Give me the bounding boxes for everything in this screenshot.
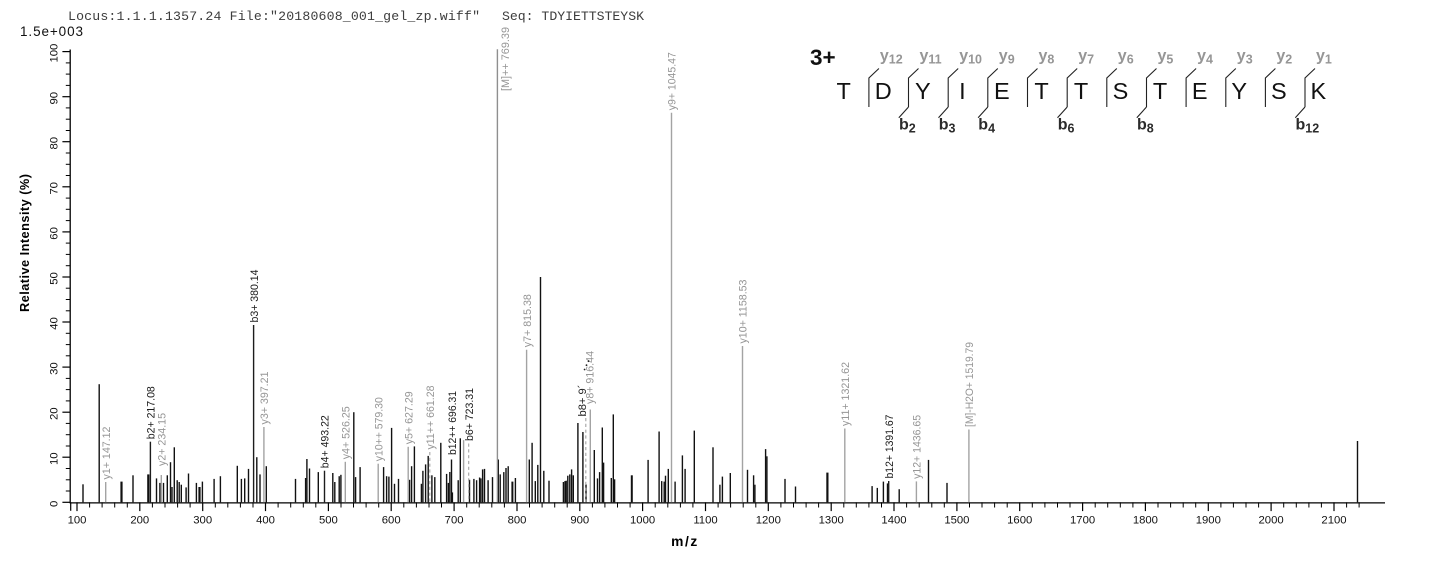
svg-text:y12+ 1436.65: y12+ 1436.65 bbox=[912, 415, 924, 479]
svg-text:1000: 1000 bbox=[630, 515, 655, 527]
svg-text:D: D bbox=[875, 78, 892, 104]
svg-text:800: 800 bbox=[508, 515, 527, 527]
svg-text:Y: Y bbox=[1231, 78, 1247, 104]
svg-text:E: E bbox=[994, 78, 1010, 104]
svg-text:S: S bbox=[1113, 78, 1129, 104]
svg-text:b4+ 493.22: b4+ 493.22 bbox=[320, 415, 332, 468]
svg-text:b8: b8 bbox=[1137, 117, 1154, 136]
svg-text:Locus:1.1.1.1357.24 File:"2018: Locus:1.1.1.1357.24 File:"20180608_001_g… bbox=[68, 9, 480, 24]
svg-text:700: 700 bbox=[445, 515, 464, 527]
svg-text:Y: Y bbox=[915, 78, 931, 104]
svg-text:3+: 3+ bbox=[810, 45, 836, 70]
svg-text:10: 10 bbox=[49, 452, 61, 465]
svg-text:300: 300 bbox=[193, 515, 212, 527]
svg-text:y10: y10 bbox=[959, 48, 982, 67]
svg-text:y11++ 661.28: y11++ 661.28 bbox=[425, 386, 437, 450]
svg-text:y9+ 1045.47: y9+ 1045.47 bbox=[667, 52, 679, 110]
svg-text:b2+ 217.08: b2+ 217.08 bbox=[146, 386, 158, 439]
svg-text:1300: 1300 bbox=[819, 515, 844, 527]
svg-text:b6+ 723.31: b6+ 723.31 bbox=[464, 388, 476, 441]
svg-text:y3+ 397.21: y3+ 397.21 bbox=[259, 372, 271, 425]
svg-text:b3+ 380.14: b3+ 380.14 bbox=[249, 270, 261, 323]
svg-text:90: 90 bbox=[49, 92, 61, 105]
svg-text:b2: b2 bbox=[899, 117, 916, 136]
svg-text:y10++ 579.30: y10++ 579.30 bbox=[373, 397, 385, 461]
svg-text:500: 500 bbox=[319, 515, 338, 527]
svg-text:y2: y2 bbox=[1276, 48, 1292, 67]
svg-text:I: I bbox=[959, 78, 966, 104]
svg-text:[M]-H2O+ 1519.79: [M]-H2O+ 1519.79 bbox=[964, 342, 976, 427]
svg-text:m/z: m/z bbox=[671, 534, 699, 549]
svg-text:K: K bbox=[1310, 78, 1326, 104]
svg-text:y7: y7 bbox=[1078, 48, 1094, 67]
svg-text:E: E bbox=[1192, 78, 1208, 104]
svg-text:1800: 1800 bbox=[1133, 515, 1158, 527]
svg-text:1600: 1600 bbox=[1007, 515, 1032, 527]
svg-text:100: 100 bbox=[68, 515, 87, 527]
svg-text:S: S bbox=[1271, 78, 1287, 104]
svg-text:1100: 1100 bbox=[693, 515, 717, 527]
svg-text:b3: b3 bbox=[939, 117, 956, 136]
svg-text:100: 100 bbox=[49, 44, 61, 63]
svg-text:Seq: TDYIETTSTEYSK: Seq: TDYIETTSTEYSK bbox=[502, 9, 644, 24]
svg-text:2100: 2100 bbox=[1321, 515, 1346, 527]
svg-text:50: 50 bbox=[49, 272, 61, 285]
svg-text:30: 30 bbox=[49, 362, 61, 375]
svg-text:200: 200 bbox=[130, 515, 149, 527]
svg-text:1700: 1700 bbox=[1070, 515, 1095, 527]
svg-text:y6: y6 bbox=[1118, 48, 1134, 67]
svg-text:900: 900 bbox=[570, 515, 589, 527]
svg-text:T: T bbox=[1074, 78, 1088, 104]
svg-text:b12: b12 bbox=[1296, 117, 1320, 136]
svg-text:y8+ 916.44: y8+ 916.44 bbox=[584, 351, 596, 404]
svg-text:y5+ 627.29: y5+ 627.29 bbox=[403, 391, 415, 444]
svg-text:b8+ 9´: b8+ 9´ bbox=[577, 385, 589, 417]
svg-text:y4+ 526.25: y4+ 526.25 bbox=[341, 406, 353, 459]
svg-text:T: T bbox=[837, 78, 851, 104]
svg-text:[M]++ 769.39: [M]++ 769.39 bbox=[500, 27, 512, 91]
svg-text:y2+ 234.15: y2+ 234.15 bbox=[157, 413, 169, 466]
svg-text:y1+ 147.12: y1+ 147.12 bbox=[101, 427, 113, 480]
svg-text:80: 80 bbox=[49, 137, 61, 150]
svg-text:Relative Intensity (%): Relative Intensity (%) bbox=[17, 174, 32, 312]
svg-text:40: 40 bbox=[49, 317, 61, 330]
svg-text:b4: b4 bbox=[978, 117, 995, 136]
svg-text:y5: y5 bbox=[1158, 48, 1174, 67]
svg-text:1.5e+003: 1.5e+003 bbox=[20, 24, 83, 39]
svg-text:y12: y12 bbox=[880, 48, 903, 67]
svg-text:70: 70 bbox=[49, 182, 61, 195]
svg-text:1400: 1400 bbox=[881, 515, 906, 527]
svg-text:0: 0 bbox=[49, 501, 61, 507]
svg-text:y9: y9 bbox=[999, 48, 1015, 67]
svg-text:b12+ 1391.67: b12+ 1391.67 bbox=[884, 415, 896, 479]
svg-text:T: T bbox=[1034, 78, 1048, 104]
svg-text:1500: 1500 bbox=[944, 515, 969, 527]
svg-text:y11+ 1321.62: y11+ 1321.62 bbox=[840, 362, 852, 426]
svg-text:y11: y11 bbox=[920, 48, 942, 67]
svg-text:1900: 1900 bbox=[1196, 515, 1221, 527]
svg-text:y10+ 1158.53: y10+ 1158.53 bbox=[738, 280, 750, 344]
svg-text:60: 60 bbox=[49, 227, 61, 240]
svg-text:b6: b6 bbox=[1058, 117, 1075, 136]
svg-text:y7+ 815.38: y7+ 815.38 bbox=[522, 294, 534, 347]
svg-text:b12++ 696.31: b12++ 696.31 bbox=[447, 391, 459, 455]
svg-text:y4: y4 bbox=[1197, 48, 1213, 67]
svg-text:y3: y3 bbox=[1237, 48, 1253, 67]
svg-text:y1: y1 bbox=[1316, 48, 1332, 67]
svg-text:y8: y8 bbox=[1039, 48, 1055, 67]
svg-text:400: 400 bbox=[256, 515, 275, 527]
svg-text:T: T bbox=[1153, 78, 1167, 104]
svg-text:1200: 1200 bbox=[756, 515, 781, 527]
svg-text:2000: 2000 bbox=[1259, 515, 1284, 527]
svg-text:600: 600 bbox=[382, 515, 401, 527]
svg-text:20: 20 bbox=[49, 407, 61, 420]
